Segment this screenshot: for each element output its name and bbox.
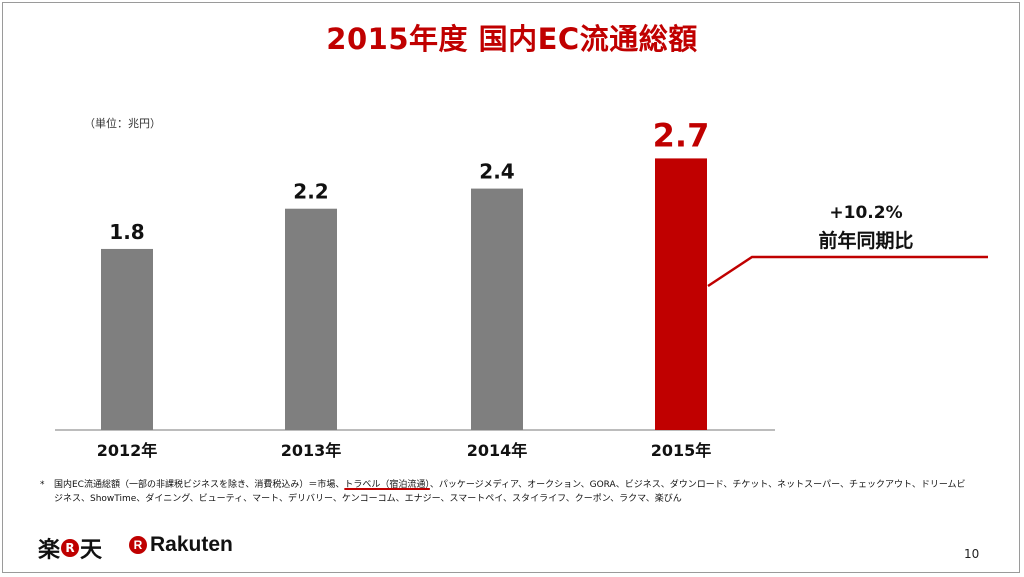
slide-title: 2015年度 国内EC流通総額: [326, 22, 698, 56]
annotation-growth-value: +10.2%: [829, 203, 902, 223]
footnote-part-2: 、パッケージメディア、オークション、GORA、ビジネス、ダウンロード、チケット、…: [54, 480, 966, 504]
rakuten-jp-logo: 楽 R 天: [38, 532, 102, 564]
logo-jp-left: 楽: [38, 538, 61, 563]
footnote: * 国内EC流通総額（一部の非課税ビジネスを除き、消費税込み）＝市場、トラベル（…: [40, 478, 970, 506]
x-tick-label-2012年: 2012年: [97, 441, 158, 460]
logo-jp-right: 天: [80, 538, 103, 563]
logo-en-name: Rakuten: [150, 533, 233, 556]
data-label-2015年: 2.7: [653, 116, 710, 154]
footnote-text: 国内EC流通総額（一部の非課税ビジネスを除き、消費税込み）＝市場、トラベル（宿泊…: [54, 478, 970, 506]
bar-2013年: [285, 208, 337, 430]
bar-2014年: [471, 188, 523, 430]
footnote-part-1: 国内EC流通総額（一部の非課税ビジネスを除き、消費税込み）＝市場、: [54, 480, 345, 490]
bar-2012年: [101, 248, 153, 430]
annotation-growth-label: 前年同期比: [818, 229, 913, 252]
page-number: 10: [964, 547, 980, 561]
x-tick-label-2013年: 2013年: [281, 441, 342, 460]
data-label-2013年: 2.2: [293, 180, 328, 204]
rakuten-r-icon-en: R: [129, 536, 147, 554]
footnote-highlight: トラベル（宿泊流通）: [344, 480, 430, 490]
rakuten-en-logo: R Rakuten: [128, 533, 233, 557]
data-label-2014年: 2.4: [479, 160, 514, 184]
unit-label: （単位：兆円）: [84, 117, 161, 130]
rakuten-r-icon: R: [61, 539, 80, 557]
bar-2015年: [655, 158, 707, 431]
x-tick-label-2015年: 2015年: [651, 441, 712, 460]
footnote-marker: *: [40, 480, 45, 490]
data-label-2012年: 1.8: [109, 220, 144, 244]
x-tick-label-2014年: 2014年: [467, 441, 528, 460]
annotation-callout-line: [707, 255, 988, 288]
